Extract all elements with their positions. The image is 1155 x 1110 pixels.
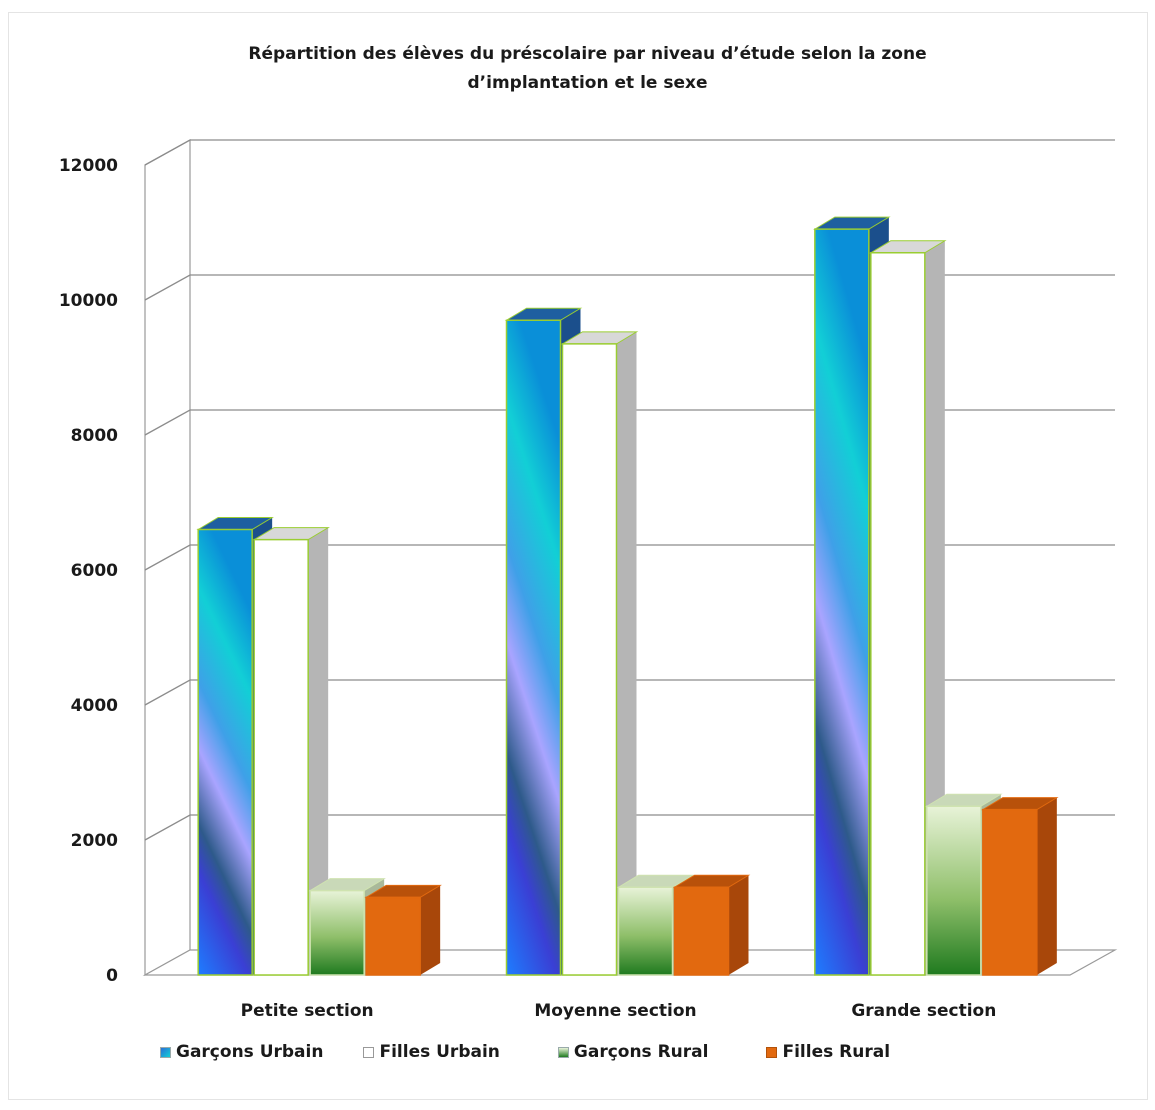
chart-frame (8, 12, 1148, 1100)
legend: Garçons Urbain Filles Urbain Garçons Rur… (160, 1042, 930, 1062)
gridlines (144, 139, 1115, 841)
y-tick-label: 4000 (71, 696, 118, 716)
y-axis-ticks: 0 2000 4000 6000 8000 10000 12000 (59, 156, 118, 986)
bar-front (253, 538, 309, 976)
bar-front (309, 889, 365, 976)
x-tick-label: Grande section (851, 1001, 996, 1021)
legend-label: Garçons Rural (573, 1042, 709, 1062)
bar (869, 240, 947, 976)
bars (196, 216, 1059, 976)
bar-front (814, 228, 870, 976)
gridline (144, 409, 1115, 436)
y-tick-label: 8000 (71, 426, 118, 446)
legend-swatch-filles-rural (766, 1046, 778, 1058)
bar (981, 797, 1059, 976)
bar (364, 884, 442, 976)
y-tick-label: 6000 (71, 561, 118, 581)
legend-item-garcons-urbain: Garçons Urbain (160, 1042, 323, 1062)
legend-label: Filles Urbain (379, 1042, 500, 1062)
chart-title-line-1: Répartition des élèves du préscolaire pa… (248, 44, 927, 64)
legend-label: Garçons Urbain (176, 1042, 324, 1062)
bar-front (505, 319, 562, 976)
bar (672, 874, 751, 976)
gridline (144, 274, 1115, 301)
bar-side (308, 527, 329, 975)
gridline (144, 139, 1115, 166)
bar-front (561, 343, 618, 976)
bar-front (365, 896, 421, 976)
bar-front (197, 528, 253, 976)
gridline (144, 679, 1115, 706)
gridline (144, 544, 1115, 571)
chart-title: Répartition des élèves du préscolaire pa… (0, 40, 1155, 98)
bar-front (617, 886, 674, 976)
bar-side (1036, 797, 1057, 975)
y-tick-label: 10000 (59, 291, 118, 311)
bar-side (728, 875, 749, 975)
x-axis-ticks: Petite section Moyenne section Grande sect… (241, 1001, 997, 1021)
legend-item-filles-urbain: Filles Urbain (363, 1042, 500, 1062)
legend-swatch-garcons-rural (557, 1046, 569, 1058)
bar (252, 527, 330, 976)
legend-swatch-garcons-urbain (160, 1046, 171, 1058)
chart-title-line-2: d’implantation et le sexe (467, 73, 708, 93)
bar (560, 331, 639, 976)
y-tick-label: 0 (106, 966, 118, 986)
gridline (144, 814, 1115, 841)
bar-side (924, 240, 945, 975)
y-tick-label: 2000 (71, 831, 118, 851)
y-tick-label: 12000 (59, 156, 118, 176)
legend-label: Filles Rural (782, 1042, 891, 1062)
x-tick-label: Petite section (241, 1001, 374, 1021)
legend-item-filles-rural: Filles Rural (766, 1042, 890, 1062)
bar-side (616, 331, 637, 975)
bar-front (870, 252, 926, 976)
bar-side (420, 885, 441, 975)
bar-front (926, 805, 982, 976)
legend-swatch-filles-urbain (363, 1046, 375, 1058)
bar-front (982, 808, 1038, 976)
legend-item-garcons-rural: Garçons Rural (557, 1042, 709, 1062)
bar-front (673, 886, 730, 976)
x-tick-label: Moyenne section (534, 1001, 696, 1021)
